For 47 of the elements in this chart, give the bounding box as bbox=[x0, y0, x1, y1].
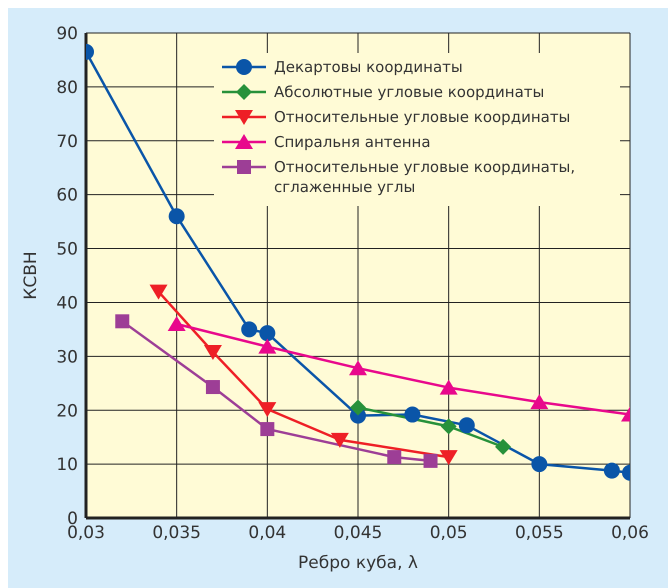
y-axis-title: КСВН bbox=[21, 251, 42, 300]
point bbox=[259, 325, 276, 342]
point bbox=[349, 360, 367, 376]
point bbox=[458, 417, 475, 434]
point bbox=[241, 321, 258, 338]
y-tick-label: 30 bbox=[56, 347, 78, 368]
x-tick-label: 0,035 bbox=[152, 523, 202, 544]
point bbox=[258, 402, 276, 418]
y-tick-label: 20 bbox=[56, 401, 78, 422]
y-tick-label: 60 bbox=[56, 186, 78, 206]
x-tick-label: 0,06 bbox=[611, 523, 649, 544]
y-tick-label: 90 bbox=[56, 24, 78, 44]
point bbox=[424, 454, 438, 468]
point bbox=[168, 316, 186, 331]
y-tick-label: 10 bbox=[56, 455, 78, 476]
point bbox=[115, 314, 130, 328]
point bbox=[440, 418, 457, 434]
y-tick-label: 50 bbox=[56, 240, 78, 260]
x-tick-label: 0,05 bbox=[430, 523, 468, 544]
x-axis-title: Ребро куба, λ bbox=[298, 553, 418, 573]
point bbox=[440, 380, 458, 395]
point bbox=[530, 394, 548, 410]
legend-label: Спиральня антенна bbox=[274, 132, 431, 152]
point bbox=[168, 208, 185, 224]
point bbox=[495, 438, 512, 455]
point bbox=[206, 380, 220, 394]
point bbox=[604, 462, 620, 479]
legend-label: Относительные угловые координаты bbox=[274, 107, 570, 127]
legend-label: Абсолютные угловые координаты bbox=[274, 82, 544, 102]
point bbox=[531, 456, 548, 472]
x-tick-label: 0,045 bbox=[334, 523, 382, 544]
point bbox=[330, 432, 349, 448]
point bbox=[387, 450, 402, 464]
x-tick-label: 0,04 bbox=[248, 523, 286, 544]
y-tick-label: 70 bbox=[56, 132, 78, 152]
point bbox=[404, 406, 420, 423]
point bbox=[440, 450, 458, 466]
point bbox=[204, 345, 222, 360]
x-tick-label: 0,055 bbox=[514, 523, 564, 544]
point bbox=[260, 422, 274, 436]
point bbox=[350, 400, 366, 416]
legend-label: Относительные угловые координаты, сглаженные углы bbox=[274, 157, 576, 197]
point bbox=[258, 338, 276, 354]
y-tick-label: 80 bbox=[56, 78, 78, 98]
legend-label: Декартовы координаты bbox=[274, 57, 463, 77]
y-tick-label: 40 bbox=[56, 293, 78, 314]
point bbox=[150, 284, 168, 300]
